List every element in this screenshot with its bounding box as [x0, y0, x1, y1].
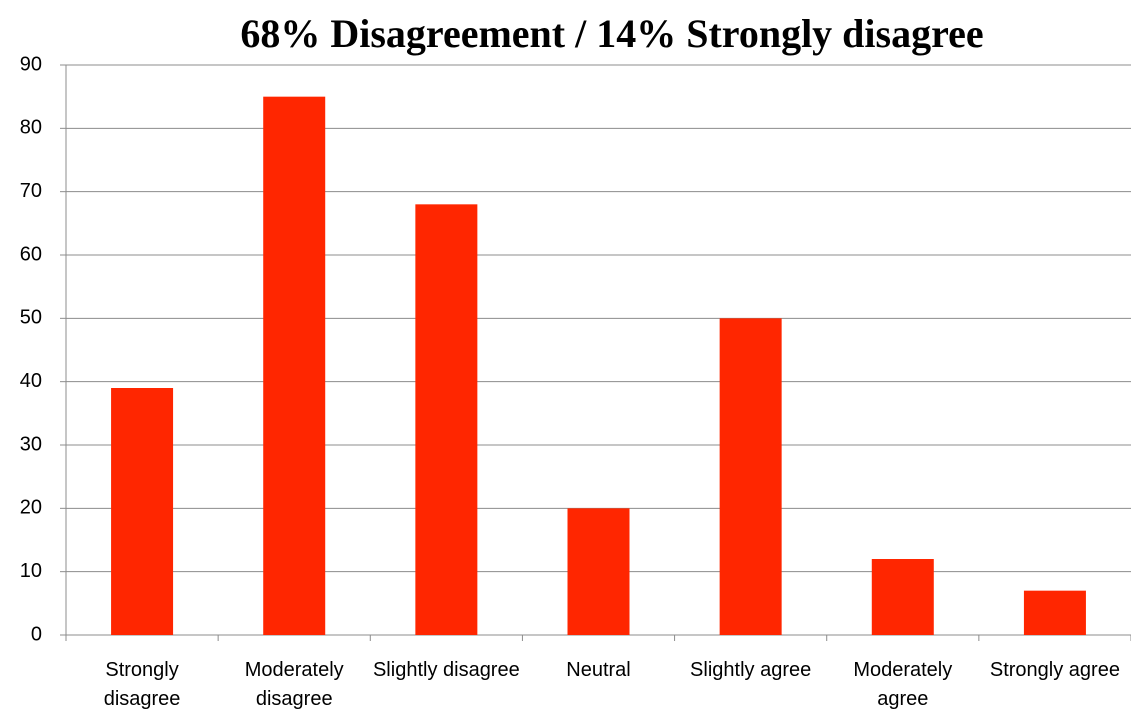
y-tick-label: 0 [31, 623, 42, 645]
y-tick-label: 40 [20, 370, 42, 392]
y-tick-label: 30 [20, 433, 42, 455]
y-tick-label: 20 [20, 497, 42, 519]
y-tick-label: 10 [20, 560, 42, 582]
x-tick-label: Strongly agree [989, 659, 1120, 681]
y-tick-label: 60 [20, 243, 42, 265]
bar [415, 204, 478, 636]
bar [263, 96, 326, 635]
y-tick-label: 50 [20, 307, 42, 329]
bar [111, 388, 174, 635]
bar [1023, 590, 1086, 635]
bar [871, 559, 934, 635]
x-tick-label: Slightly disagree [372, 659, 520, 681]
bar [719, 318, 782, 635]
y-tick-label: 70 [20, 180, 42, 202]
x-tick-label: Slightly agree [690, 659, 812, 681]
y-tick-label: 80 [20, 117, 42, 139]
chart-title: 68% Disagreement / 14% Strongly disagree [240, 11, 983, 56]
x-tick-label: Neutral [566, 659, 631, 681]
bar [567, 508, 630, 635]
x-tick-label: Strongly disagree [103, 659, 181, 710]
y-tick-label: 90 [20, 53, 42, 75]
x-tick-label: Moderately disagree [244, 659, 344, 710]
x-tick-label: Moderately agree [853, 659, 953, 710]
